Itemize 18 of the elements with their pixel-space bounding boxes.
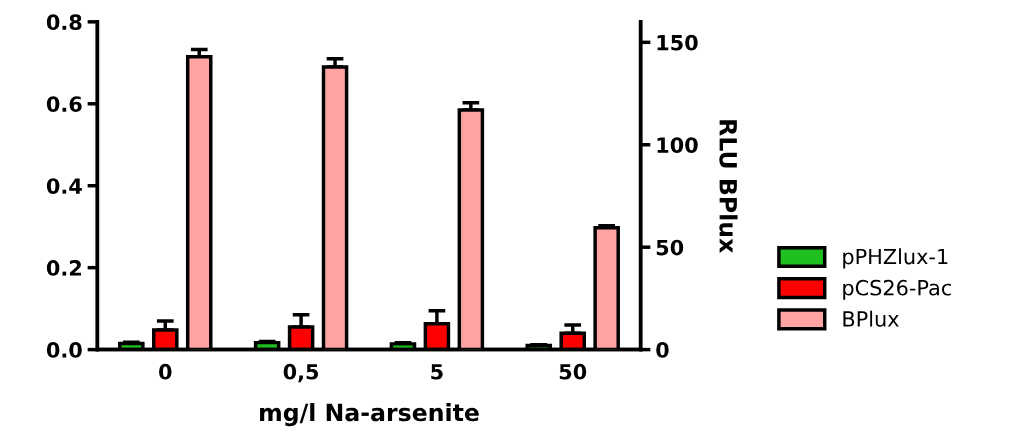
- legend-label: pCS26-Pac: [843, 279, 951, 300]
- y2-tick-label: 150: [657, 34, 698, 51]
- legend-label: BPlux: [843, 310, 899, 327]
- x-axis-title: mg/l Na-arsenite: [260, 403, 479, 427]
- legend-label: pPHZlux-1: [843, 248, 948, 269]
- x-tick-label: 5: [431, 364, 443, 380]
- y-tick-label: 0.2: [46, 260, 81, 276]
- x-tick-label: 50: [559, 363, 587, 380]
- x-tick-label: 0: [159, 363, 172, 380]
- x-tick-label: 0,5: [283, 363, 319, 383]
- y2-axis-title: RLU BPlux: [719, 120, 738, 253]
- y2-tick-label: 100: [657, 137, 698, 153]
- y2-tick-label: 50: [656, 239, 684, 256]
- y2-tick-label: 0: [656, 342, 669, 358]
- y-tick-label: 0.4: [46, 178, 82, 194]
- y-tick-label: 0.8: [46, 14, 82, 31]
- y-tick-label: 0.6: [46, 96, 82, 112]
- y-tick-label: 0.0: [46, 342, 82, 358]
